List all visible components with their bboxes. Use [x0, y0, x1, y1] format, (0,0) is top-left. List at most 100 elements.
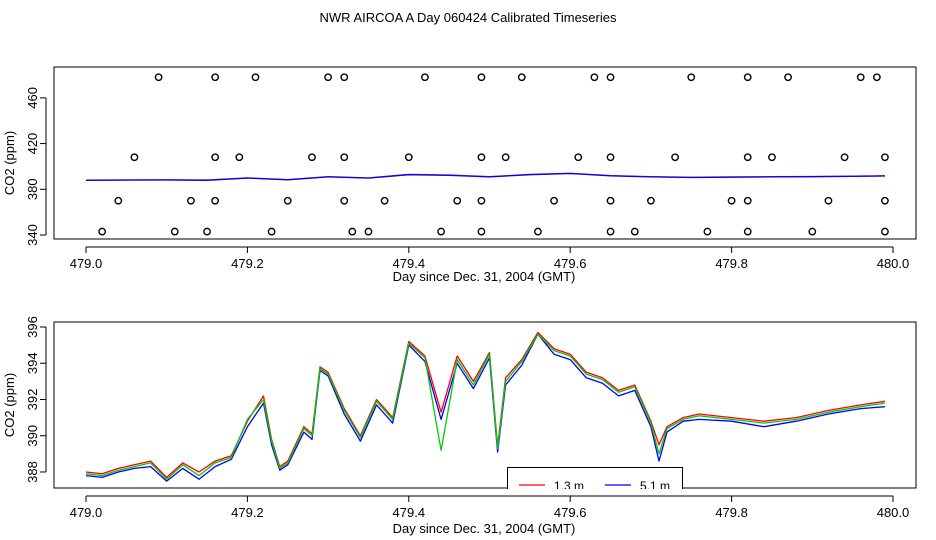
panel-top-plot-frame [53, 66, 917, 240]
data-point [743, 73, 752, 82]
data-point [404, 153, 413, 162]
data-point [453, 196, 462, 205]
data-point [203, 227, 211, 236]
data-point [574, 153, 583, 162]
data-point [114, 196, 123, 205]
data-point [211, 153, 220, 162]
data-point [743, 196, 752, 205]
y-tick-label: 392 [25, 389, 40, 411]
x-tick-label: 479.4 [393, 505, 426, 520]
y-tick-label: 394 [25, 352, 40, 374]
data-point [808, 227, 817, 236]
panel-top-y-label: CO2 (ppm) [2, 131, 17, 195]
data-point [308, 153, 316, 162]
data-point [590, 73, 599, 82]
data-point [606, 227, 615, 236]
data-point [98, 227, 107, 236]
data-point [211, 196, 220, 205]
data-point [534, 227, 542, 236]
panel-top-x-axis: 479.0 479.2 479.4 479.6 479.8 480.0 [70, 246, 910, 271]
data-point [824, 196, 833, 205]
panel-bottom-x-axis: 479.0 479.2 479.4 479.6 479.8 480.0 [70, 495, 910, 520]
data-point [251, 73, 260, 82]
data-point [235, 153, 244, 162]
panel-bottom-y-label: CO2 (ppm) [2, 373, 17, 437]
data-point [340, 196, 349, 205]
legend-label-5-1m: 5.1 m [640, 479, 670, 493]
data-point [881, 153, 889, 162]
panel-bottom-x-label: Day since Dec. 31, 2004 (GMT) [393, 521, 576, 536]
x-tick-label: 479.0 [70, 256, 103, 271]
panel-top-y-axis: 340 380 420 460 [25, 87, 47, 246]
data-point [477, 153, 486, 162]
y-tick-label: 380 [25, 178, 40, 200]
y-tick-label: 390 [25, 425, 40, 447]
data-point [606, 73, 615, 82]
panel-bottom: 479.0 479.2 479.4 479.6 479.8 480.0 388 390 392… [2, 316, 917, 536]
data-point [743, 153, 752, 162]
x-tick-label: 479.6 [554, 505, 587, 520]
data-point [340, 73, 349, 82]
x-tick-label: 479.2 [231, 256, 264, 271]
data-point [501, 153, 510, 162]
data-point [348, 227, 357, 236]
data-point [380, 196, 389, 205]
y-tick-label: 340 [25, 224, 40, 246]
data-point [130, 153, 139, 162]
y-tick-label: 388 [25, 461, 40, 483]
x-tick-label: 480.0 [877, 505, 910, 520]
data-point [283, 196, 292, 205]
data-point [872, 73, 881, 82]
series-line-2 [85, 333, 885, 480]
legend-box [507, 467, 683, 489]
legend: 1.3 m 5.1 m [507, 467, 683, 493]
x-tick-label: 479.0 [70, 505, 103, 520]
x-tick-label: 479.2 [231, 505, 264, 520]
data-point [687, 73, 696, 82]
panel-top-points [98, 73, 889, 236]
series-line-0 [85, 331, 885, 479]
chart-title: NWR AIRCOA A Day 060424 Calibrated Times… [320, 10, 617, 25]
data-point [840, 153, 849, 162]
data-point [606, 153, 615, 162]
panel-bottom-series [85, 331, 885, 482]
data-point [784, 73, 792, 82]
y-tick-label: 396 [25, 316, 40, 338]
data-point [647, 196, 655, 205]
data-point [364, 227, 373, 236]
data-point [477, 73, 486, 82]
data-point [606, 196, 615, 205]
x-tick-label: 479.6 [554, 256, 587, 271]
panel-bottom-y-axis: 388 390 392 394 396 [25, 316, 47, 483]
data-point [703, 227, 712, 236]
y-tick-label: 420 [25, 133, 40, 155]
data-point [170, 227, 179, 236]
data-point [517, 73, 526, 82]
data-point [630, 227, 639, 236]
data-point [267, 227, 276, 236]
data-point [477, 196, 486, 205]
x-tick-label: 479.4 [393, 256, 426, 271]
y-tick-label: 460 [25, 87, 40, 109]
data-point [187, 196, 195, 205]
data-point [550, 196, 558, 205]
panel-top: 479.0 479.2 479.4 479.6 479.8 480.0 340 380 420… [2, 66, 917, 284]
data-point [671, 153, 680, 162]
data-point [768, 153, 776, 162]
data-point [477, 227, 486, 236]
data-point [340, 153, 349, 162]
panel-top-series [85, 172, 885, 182]
data-point [211, 73, 220, 82]
panel-top-x-label: Day since Dec. 31, 2004 (GMT) [393, 269, 576, 284]
data-point [881, 196, 889, 205]
series-line-1 [85, 333, 885, 482]
data-point [856, 73, 865, 82]
data-point [727, 196, 736, 205]
data-point [881, 227, 889, 236]
data-point [324, 73, 332, 82]
legend-label-1-3m: 1.3 m [554, 479, 584, 493]
data-point [154, 73, 163, 82]
data-point [437, 227, 445, 236]
x-tick-label: 480.0 [877, 256, 910, 271]
